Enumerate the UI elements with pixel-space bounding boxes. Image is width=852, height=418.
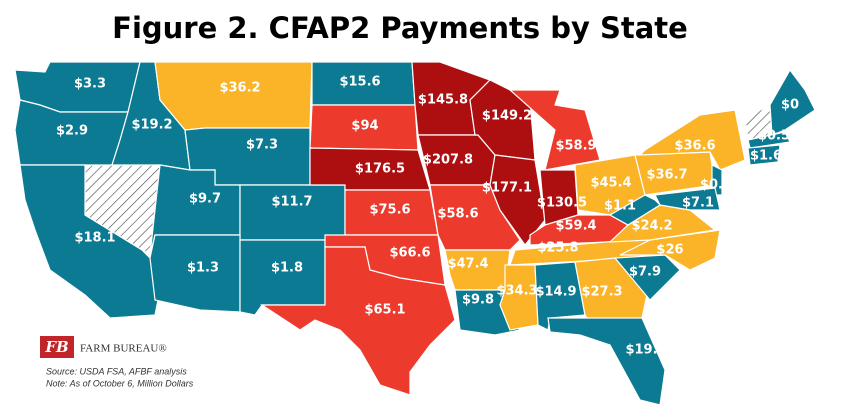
- value-label: $18.1: [74, 231, 115, 246]
- value-label: $36.7: [646, 168, 687, 183]
- logo: FB FARM BUREAU®: [40, 336, 167, 358]
- logo-mark: [40, 336, 74, 358]
- value-label: $19.2: [131, 118, 172, 133]
- value-label: $15.6: [339, 75, 380, 90]
- state-region: [654, 187, 721, 211]
- state-region: [239, 184, 346, 241]
- value-label: $94: [351, 119, 378, 134]
- value-label: $1.8: [271, 261, 303, 276]
- state-region: [747, 131, 791, 149]
- value-label: $24.2: [631, 219, 672, 234]
- value-label: $176.5: [355, 162, 405, 177]
- state-region: [613, 254, 681, 301]
- value-label: $130.5: [537, 196, 587, 211]
- state-region: [638, 109, 746, 171]
- note: Note: As of October 6, Million Dollars: [46, 378, 194, 388]
- title: Figure 2. CFAP2 Payments by State: [112, 11, 688, 45]
- state-region: [508, 89, 601, 171]
- value-label: $19.3: [625, 343, 666, 358]
- value-label: $65.1: [364, 303, 405, 318]
- logo-glyph: FB: [44, 338, 68, 356]
- value-label: $45.4: [590, 176, 631, 191]
- state-region: [608, 194, 661, 226]
- value-label: $66.6: [389, 246, 430, 261]
- value-label: $207.8: [423, 153, 473, 168]
- value-label: $149.2: [482, 109, 532, 124]
- state-region: [489, 154, 546, 246]
- value-label: $177.1: [482, 181, 532, 196]
- value-label: $9.8: [462, 293, 494, 308]
- value-labels: $3.3 $2.9 $18.1 $19.2 $36.2 $7.3 $9.7 $11.7 $1.3…: [56, 75, 799, 358]
- state-region: [154, 61, 313, 131]
- value-label: $0: [781, 98, 799, 113]
- value-label: $1.1: [604, 199, 636, 214]
- value-label: $47.4: [447, 257, 488, 272]
- state-region: [239, 239, 326, 316]
- value-label: $0.5: [758, 129, 790, 144]
- state-region: [259, 246, 456, 396]
- value-label: $75.6: [369, 203, 410, 218]
- value-label: $1.3: [187, 261, 219, 276]
- value-label: $0.3: [700, 178, 732, 193]
- value-label: $59.4: [555, 219, 596, 234]
- value-label: $36.6: [674, 139, 715, 154]
- value-label: $58.9: [555, 139, 596, 154]
- value-label: $7.3: [246, 138, 278, 153]
- state-region: [19, 164, 161, 319]
- value-label: $7.1: [682, 196, 714, 211]
- logo-text: FARM BUREAU®: [80, 343, 167, 355]
- value-label: $2.9: [56, 124, 88, 139]
- state-region: [747, 144, 781, 166]
- source: Source: USDA FSA, AFBF analysis: [46, 366, 187, 376]
- value-label: $7.9: [629, 265, 661, 280]
- states: [14, 61, 816, 406]
- value-label: $9.7: [189, 192, 221, 207]
- value-label: $14.9: [535, 285, 576, 300]
- value-label: $26: [656, 243, 683, 258]
- value-label: $25.8: [537, 241, 578, 256]
- state-region: [547, 317, 666, 406]
- value-label: $34.3: [496, 284, 537, 299]
- value-label: $11.7: [271, 195, 312, 210]
- value-label: $27.3: [581, 285, 622, 300]
- value-label: $58.6: [437, 207, 478, 222]
- value-label: $145.8: [418, 93, 468, 108]
- state-region: [149, 234, 241, 313]
- value-label: $1.6: [750, 149, 782, 164]
- value-label: $36.2: [219, 81, 260, 96]
- value-label: $3.3: [74, 77, 106, 92]
